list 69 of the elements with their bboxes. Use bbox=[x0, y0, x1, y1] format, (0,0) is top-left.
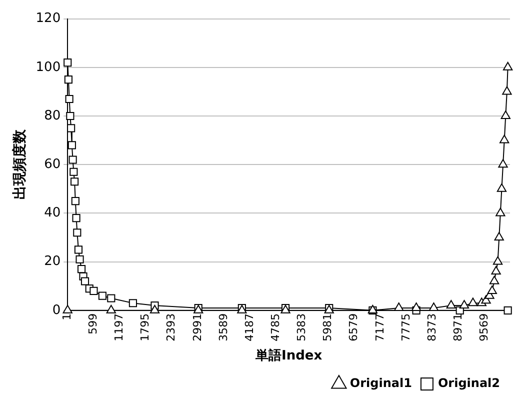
y-axis-title: 出現頻度数 bbox=[11, 128, 28, 200]
point bbox=[492, 256, 503, 265]
x-tick-label: 7177 bbox=[373, 313, 386, 342]
x-tick-label: 1 bbox=[60, 313, 74, 320]
point bbox=[98, 292, 106, 300]
point bbox=[90, 286, 98, 295]
point bbox=[71, 197, 80, 206]
x-tick-label: 5981 bbox=[321, 313, 334, 342]
point bbox=[80, 277, 90, 286]
point bbox=[68, 141, 76, 150]
y-tick-label: 100 bbox=[36, 60, 61, 75]
y-tick-label: 0 bbox=[52, 302, 61, 318]
point bbox=[150, 304, 160, 314]
x-tick-label: 1795 bbox=[138, 313, 152, 342]
point bbox=[468, 298, 478, 306]
y-tick-label: 60 bbox=[44, 156, 61, 172]
y-tick-label: 20 bbox=[44, 254, 61, 270]
x-tick-label: 4785 bbox=[269, 313, 282, 342]
x-tick-label: 1197 bbox=[112, 313, 126, 342]
point bbox=[498, 159, 508, 168]
x-tick-label: 9569 bbox=[478, 313, 491, 342]
x-tick-label: 2393 bbox=[164, 313, 178, 342]
point bbox=[70, 178, 79, 186]
point bbox=[107, 294, 116, 302]
point bbox=[504, 306, 512, 314]
y-tick-label: 80 bbox=[44, 108, 61, 124]
y-tick-label: 120 bbox=[36, 11, 61, 26]
point bbox=[74, 246, 82, 254]
point bbox=[411, 302, 422, 311]
point bbox=[64, 76, 72, 84]
x-tick-label: 7775 bbox=[399, 313, 412, 342]
legend-label: Original1 bbox=[350, 376, 412, 390]
point bbox=[446, 300, 456, 309]
point bbox=[394, 302, 404, 311]
point bbox=[70, 168, 78, 176]
legend-label: Original2 bbox=[438, 376, 500, 390]
point bbox=[502, 62, 513, 70]
x-tick-label: 599 bbox=[86, 313, 100, 334]
point bbox=[494, 232, 504, 241]
point bbox=[128, 299, 137, 308]
point bbox=[65, 94, 74, 104]
x-tick-label: 8373 bbox=[425, 313, 438, 342]
point bbox=[489, 276, 500, 284]
point bbox=[66, 112, 74, 120]
point bbox=[77, 265, 86, 274]
y-tick-label: 40 bbox=[44, 206, 61, 221]
point bbox=[487, 285, 497, 294]
point bbox=[491, 266, 501, 275]
point bbox=[106, 304, 116, 314]
x-tick-label: 5383 bbox=[295, 313, 308, 342]
point bbox=[500, 110, 510, 119]
point bbox=[496, 183, 507, 192]
point bbox=[502, 86, 512, 95]
point bbox=[428, 302, 439, 311]
point bbox=[500, 134, 510, 144]
x-tick-label: 3589 bbox=[216, 313, 230, 342]
x-axis-title: 単語Index bbox=[254, 348, 323, 364]
point bbox=[72, 214, 80, 222]
point bbox=[459, 300, 470, 309]
point bbox=[68, 156, 77, 164]
x-tick-label: 6579 bbox=[347, 313, 360, 342]
point bbox=[73, 228, 82, 237]
point bbox=[76, 255, 84, 264]
x-tick-label: 4187 bbox=[242, 313, 256, 342]
x-tick-label: 2991 bbox=[190, 313, 204, 342]
point bbox=[496, 208, 506, 216]
x-tick-label: 8971 bbox=[451, 313, 464, 342]
point bbox=[67, 124, 76, 132]
point bbox=[64, 58, 72, 67]
